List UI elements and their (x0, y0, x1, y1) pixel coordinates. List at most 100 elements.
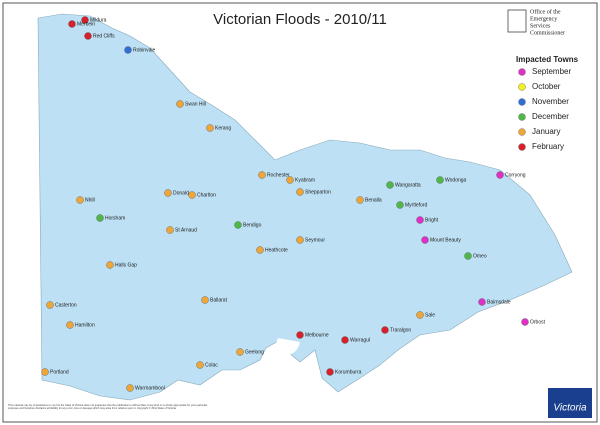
town-label: Merbein (77, 21, 95, 27)
town-label: Bright (425, 217, 439, 223)
town-dot (196, 361, 204, 369)
legend-label: September (532, 67, 571, 76)
logo-text: Commissioner (530, 30, 565, 36)
town-label: Wodonga (445, 177, 467, 183)
town-label: Kyabram (295, 177, 315, 183)
town-label: Shepparton (305, 189, 331, 195)
town-label: Charlton (197, 192, 216, 198)
brand: Victoria (553, 403, 587, 414)
town-label: Casterton (55, 302, 77, 308)
town-dot (396, 201, 404, 209)
town-label: Red Cliffs (93, 33, 115, 39)
legend-label: February (532, 142, 564, 151)
town-dot (234, 221, 242, 229)
town-label: Mount Beauty (430, 237, 461, 243)
legend-label: October (532, 82, 561, 91)
town-label: Melbourne (305, 332, 329, 338)
town-dot (416, 311, 424, 319)
town-dot (76, 196, 84, 204)
town-dot (166, 226, 174, 234)
town-label: St Arnaud (175, 227, 197, 233)
town-label: Rochester (267, 172, 290, 178)
town-dot (478, 298, 486, 306)
legend-label: January (532, 127, 560, 136)
town-dot (296, 188, 304, 196)
brand-box (548, 388, 592, 418)
town-dot (356, 196, 364, 204)
town-label: Kerang (215, 125, 231, 131)
footer-box: This material may be of assistance to yo… (8, 404, 208, 410)
map-title: Victorian Floods - 2010/11 (213, 11, 387, 28)
town-dot (421, 236, 429, 244)
legend-label: November (532, 97, 569, 106)
town-dot (81, 16, 89, 24)
town-dot (46, 301, 54, 309)
town-label: Sale (425, 312, 435, 318)
town-label: Colac (205, 362, 218, 368)
town-dot (296, 236, 304, 244)
town-label: Nhill (85, 197, 95, 203)
town-dot (126, 384, 134, 392)
town-dot (164, 189, 172, 197)
town-dot (106, 261, 114, 269)
legend-label: December (532, 112, 569, 121)
town-dot (201, 296, 209, 304)
town-label: Korumburra (335, 369, 362, 375)
town-label: Orbost (530, 319, 546, 325)
logo-text: Emergency (530, 16, 557, 22)
town-label: Hamilton (75, 322, 95, 328)
town-dot (296, 331, 304, 339)
town-label: Halls Gap (115, 262, 137, 268)
port-phillip-bay (276, 338, 300, 356)
town-label: Myrtleford (405, 202, 427, 208)
town-label: Omeo (473, 253, 487, 259)
town-dot (258, 171, 266, 179)
town-dot (341, 336, 349, 344)
town-label: Horsham (105, 215, 125, 221)
town-label: Heathcote (265, 247, 288, 253)
town-label: Seymour (305, 237, 325, 243)
legend-title: Impacted Towns (516, 55, 579, 64)
town-label: Benalla (365, 197, 382, 203)
town-dot (176, 100, 184, 108)
town-dot (416, 216, 424, 224)
town-label: Geelong (245, 349, 264, 355)
town-dot (84, 32, 92, 40)
town-dot (326, 368, 334, 376)
crest (507, 9, 527, 33)
town-dot (96, 214, 104, 222)
logo-text: Services (530, 23, 551, 29)
town-dot (41, 368, 49, 376)
town-label: Ballarat (210, 297, 228, 303)
legend-swatch (518, 128, 526, 136)
town-dot (464, 252, 472, 260)
town-label: Portland (50, 369, 69, 375)
town-dot (124, 46, 132, 54)
town-dot (206, 124, 214, 132)
town-dot (236, 348, 244, 356)
town-dot (496, 171, 504, 179)
town-label: Corryong (505, 172, 526, 178)
town-label: Warragul (350, 337, 370, 343)
town-label: Bendigo (243, 222, 262, 228)
town-label: Mildura (90, 17, 107, 23)
town-label: Wangaratta (395, 182, 421, 188)
town-dot (381, 326, 389, 334)
town-label: Robinvale (133, 47, 155, 53)
state-shape (37, 13, 573, 401)
town-label: Donald (173, 190, 189, 196)
legend-swatch (518, 98, 526, 106)
town-dot (68, 20, 76, 28)
town-label: Swan Hill (185, 101, 206, 107)
town-dot (521, 318, 529, 326)
town-dot (256, 246, 264, 254)
town-dot (188, 191, 196, 199)
legend-swatch (518, 83, 526, 91)
town-label: Traralgon (390, 327, 411, 333)
footer: This material may be of assistance to yo… (8, 404, 208, 410)
legend-swatch (518, 143, 526, 151)
town-dot (66, 321, 74, 329)
town-dot (436, 176, 444, 184)
town-label: Bairnsdale (487, 299, 511, 305)
